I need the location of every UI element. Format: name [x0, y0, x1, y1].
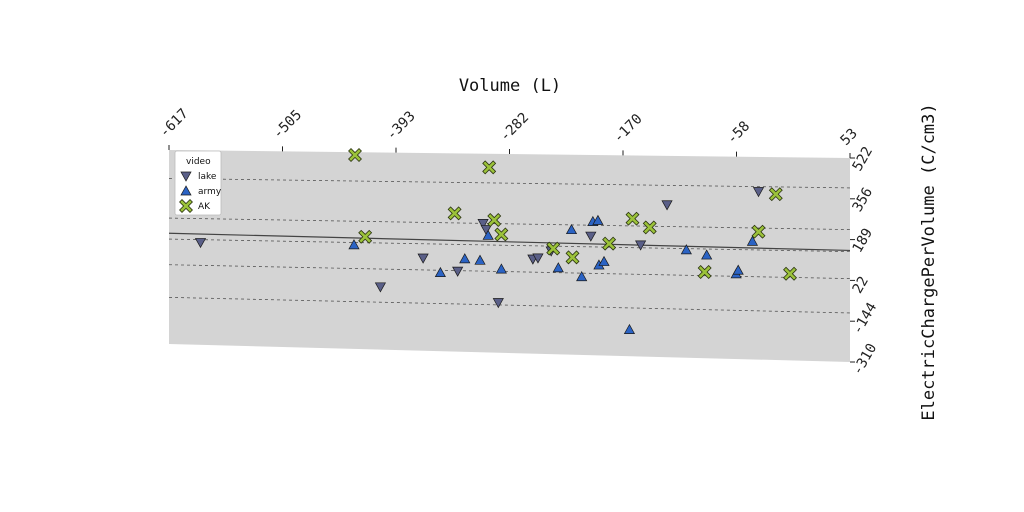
point-army	[576, 271, 588, 282]
point-army	[746, 235, 759, 246]
point-lake	[752, 187, 765, 198]
point-lake	[492, 298, 504, 309]
y-axis-ticks: 522 356 189 22 -144 -310	[850, 144, 881, 378]
point-ak	[602, 236, 617, 251]
legend-label-army: army	[198, 187, 222, 197]
plot-area	[169, 150, 850, 362]
x-axis-ticks: -617 -505 -393 -282 -170 -58 53	[157, 106, 861, 158]
y-tick-label: 522	[850, 144, 877, 174]
point-army	[623, 323, 636, 334]
legend-label-lake: lake	[198, 172, 217, 182]
legend-marker-lake	[180, 171, 192, 182]
point-ak	[642, 220, 657, 235]
point-ak	[768, 187, 783, 202]
point-army	[434, 266, 446, 277]
point-ak	[487, 213, 502, 227]
trend-line-group	[168, 232, 851, 252]
x-tick-label: -505	[270, 107, 305, 142]
point-lake	[374, 282, 387, 293]
point-army	[348, 239, 360, 250]
point-army	[732, 264, 744, 275]
y-tick-label: 189	[850, 226, 877, 256]
point-army	[701, 249, 713, 260]
point-ak	[447, 206, 462, 221]
y-tick-label: -310	[850, 341, 881, 378]
x-tick-label: -170	[611, 111, 646, 146]
point-lake	[661, 200, 673, 211]
x-tick-label: -617	[157, 106, 192, 141]
point-ak	[546, 241, 561, 256]
point-ak	[358, 229, 373, 244]
point-army	[598, 255, 610, 266]
point-lake	[194, 238, 207, 249]
point-army	[680, 244, 692, 255]
legend-title: video	[186, 157, 211, 167]
point-lake	[417, 253, 429, 264]
point-army	[565, 223, 578, 235]
legend-label-ak: AK	[198, 202, 211, 212]
x-axis-title: Volume (L)	[459, 76, 561, 96]
y-axis-title: ElectricChargePerVolume (C/cm3)	[919, 103, 939, 420]
point-ak	[494, 227, 509, 242]
point-lake	[480, 225, 492, 236]
point-ak	[348, 148, 362, 162]
point-ak	[565, 250, 580, 265]
legend-marker-ak	[179, 199, 193, 213]
point-army	[482, 229, 494, 240]
legend: video lake army AK	[174, 150, 222, 216]
point-army	[474, 254, 486, 265]
x-tick-label: 53	[838, 126, 861, 149]
point-army	[459, 253, 471, 264]
point-ak	[625, 211, 640, 226]
point-lake	[452, 266, 464, 277]
x-tick-label: -58	[724, 118, 753, 147]
trend-line	[168, 232, 851, 252]
point-army	[592, 214, 604, 225]
y-tick-label: 22	[850, 274, 872, 297]
point-ak	[783, 266, 798, 281]
point-lake	[532, 253, 544, 264]
point-army	[552, 262, 564, 273]
point-army	[495, 263, 507, 274]
legend-box	[174, 150, 222, 216]
data-points	[194, 148, 798, 334]
x-tick-label: -393	[384, 108, 419, 143]
point-lake	[635, 240, 647, 251]
point-lake	[477, 219, 489, 230]
legend-marker-army	[180, 185, 192, 196]
y-tick-label: 356	[850, 185, 877, 215]
point-ak	[751, 224, 766, 239]
x-tick-label: -282	[497, 110, 532, 145]
point-lake	[585, 231, 597, 242]
y-tick-label: -144	[850, 300, 881, 337]
point-ak	[697, 265, 712, 279]
point-ak	[482, 160, 497, 175]
